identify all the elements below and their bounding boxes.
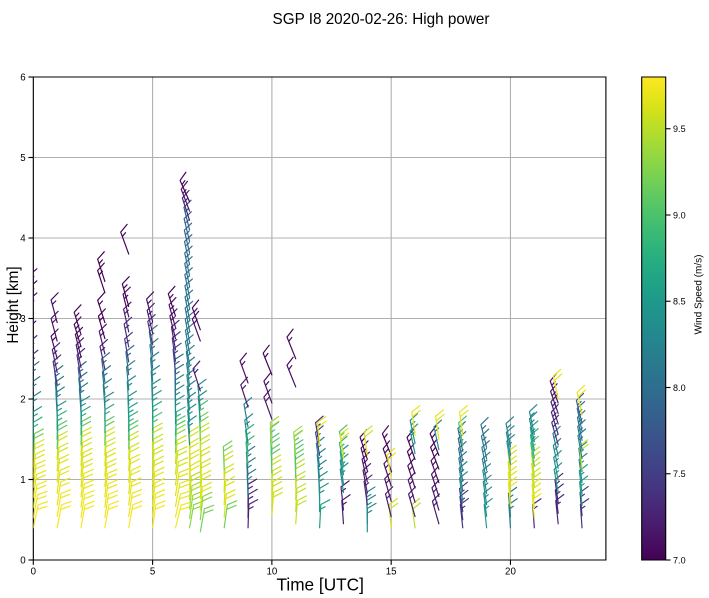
svg-text:2: 2 [20,395,25,406]
svg-text:10: 10 [266,567,277,578]
svg-text:5: 5 [20,153,25,164]
svg-text:Wind Speed (m/s): Wind Speed (m/s) [693,255,704,335]
svg-text:1: 1 [20,475,25,486]
svg-text:Height [km]: Height [km] [5,266,22,343]
svg-text:6: 6 [20,73,25,84]
svg-text:8.5: 8.5 [673,297,686,307]
svg-text:Time [UTC]: Time [UTC] [277,575,364,595]
svg-text:0: 0 [20,556,26,567]
svg-text:9.0: 9.0 [673,210,686,220]
svg-text:15: 15 [386,567,397,578]
svg-text:7.0: 7.0 [673,555,686,565]
svg-text:20: 20 [505,567,516,578]
svg-text:8.0: 8.0 [673,383,686,393]
svg-text:9.5: 9.5 [673,124,686,134]
svg-text:5: 5 [150,567,155,578]
svg-text:4: 4 [20,234,26,245]
svg-text:7.5: 7.5 [673,469,686,479]
svg-text:0: 0 [31,567,37,578]
svg-text:3: 3 [20,314,25,325]
svg-text:SGP I8 2020-02-26: High power: SGP I8 2020-02-26: High power [273,11,490,28]
